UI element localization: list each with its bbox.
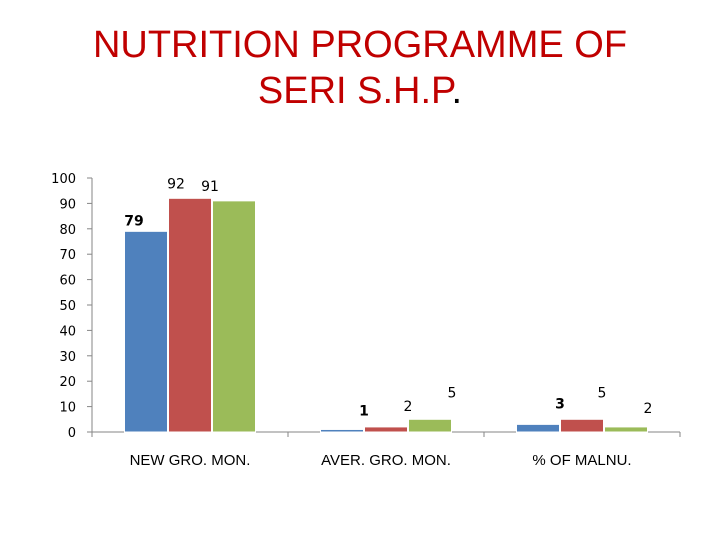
data-label: 2 (644, 401, 653, 417)
bar (408, 418, 452, 433)
title-dot: . (451, 70, 463, 112)
y-tick-label: 70 (59, 248, 76, 263)
y-tick-label: 20 (59, 375, 76, 390)
bar (604, 426, 648, 433)
data-label: 3 (555, 396, 565, 412)
data-label: 2 (404, 399, 413, 415)
data-label: 1 (359, 403, 369, 419)
x-category-label: NEW GRO. MON. (130, 452, 251, 469)
bar (168, 197, 212, 433)
x-category-label: % OF MALNU. (532, 452, 631, 469)
chart-title: NUTRITION PROGRAMME OF SERI S.H.P. (0, 22, 720, 114)
y-tick-label: 40 (59, 324, 76, 339)
data-label: 92 (167, 176, 185, 192)
bar (212, 200, 256, 433)
bar (516, 423, 560, 433)
y-tick-label: 10 (59, 401, 76, 416)
bar (560, 418, 604, 433)
data-label: 91 (201, 179, 219, 195)
title-line-2: SERI S.H.P (257, 70, 452, 112)
data-label: 79 (124, 213, 143, 229)
y-tick-label: 60 (59, 274, 76, 289)
title-line-1: NUTRITION PROGRAMME OF (92, 24, 628, 66)
y-tick-label: 90 (59, 197, 76, 212)
data-label: 5 (598, 385, 607, 401)
bar (320, 428, 364, 433)
y-tick-label: 50 (59, 299, 76, 314)
bar (364, 426, 408, 433)
x-category-label: AVER. GRO. MON. (321, 452, 451, 469)
y-tick-label: 80 (59, 223, 76, 238)
data-label: 5 (448, 385, 457, 401)
y-tick-label: 100 (51, 172, 76, 187)
bar (124, 230, 168, 433)
y-tick-label: 0 (68, 426, 76, 441)
y-tick-label: 30 (59, 350, 76, 365)
